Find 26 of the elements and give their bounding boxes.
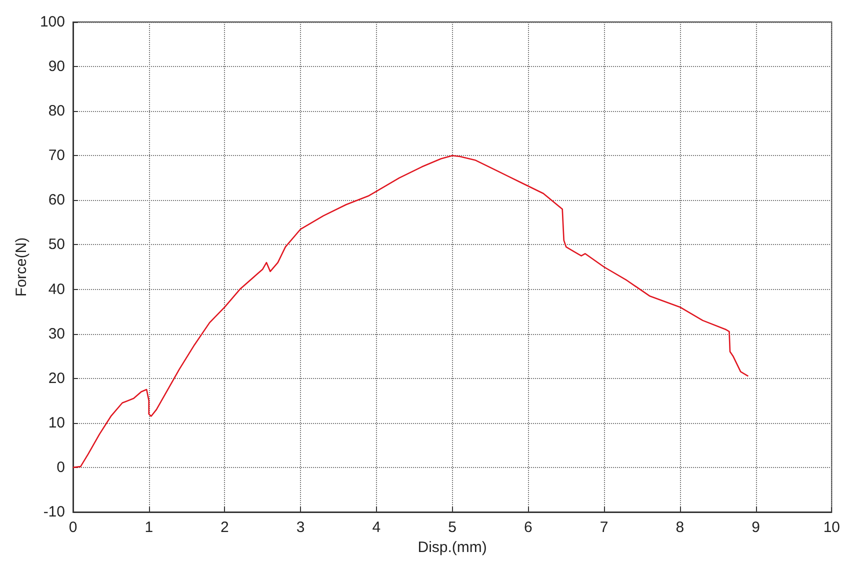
y-tick-label: 40 [48,280,65,298]
x-tick-label: 5 [448,519,456,536]
line-series [72,154,749,468]
x-tick-label: 10 [823,519,840,536]
y-tick-label: 100 [40,14,65,30]
y-tick-label: 70 [48,147,65,164]
y-tick-label: 20 [48,370,65,387]
x-tick-label: 8 [676,519,684,536]
y-axis-title: Force(N) [13,237,30,297]
y-tick-label: 80 [48,102,65,120]
y-tick-label: 60 [48,192,65,209]
y-tick-label: 50 [48,236,65,254]
y-tick-label: 10 [48,414,65,432]
x-tick-label: 0 [68,519,78,536]
y-tick-label: -10 [43,504,65,520]
y-tick-label: 90 [48,58,65,76]
x-tick-label: 9 [752,519,760,536]
x-tick-label: 2 [220,519,229,536]
x-tick-label: 6 [524,519,532,536]
x-tick-label: 4 [372,519,381,536]
x-axis-title: Disp.(mm) [418,538,487,556]
x-tick-label: 1 [144,519,154,536]
x-tick-label: 3 [296,519,305,536]
x-tick-label: 7 [600,519,608,536]
y-tick-label: 30 [48,325,65,342]
y-tick-label: 0 [56,458,65,476]
